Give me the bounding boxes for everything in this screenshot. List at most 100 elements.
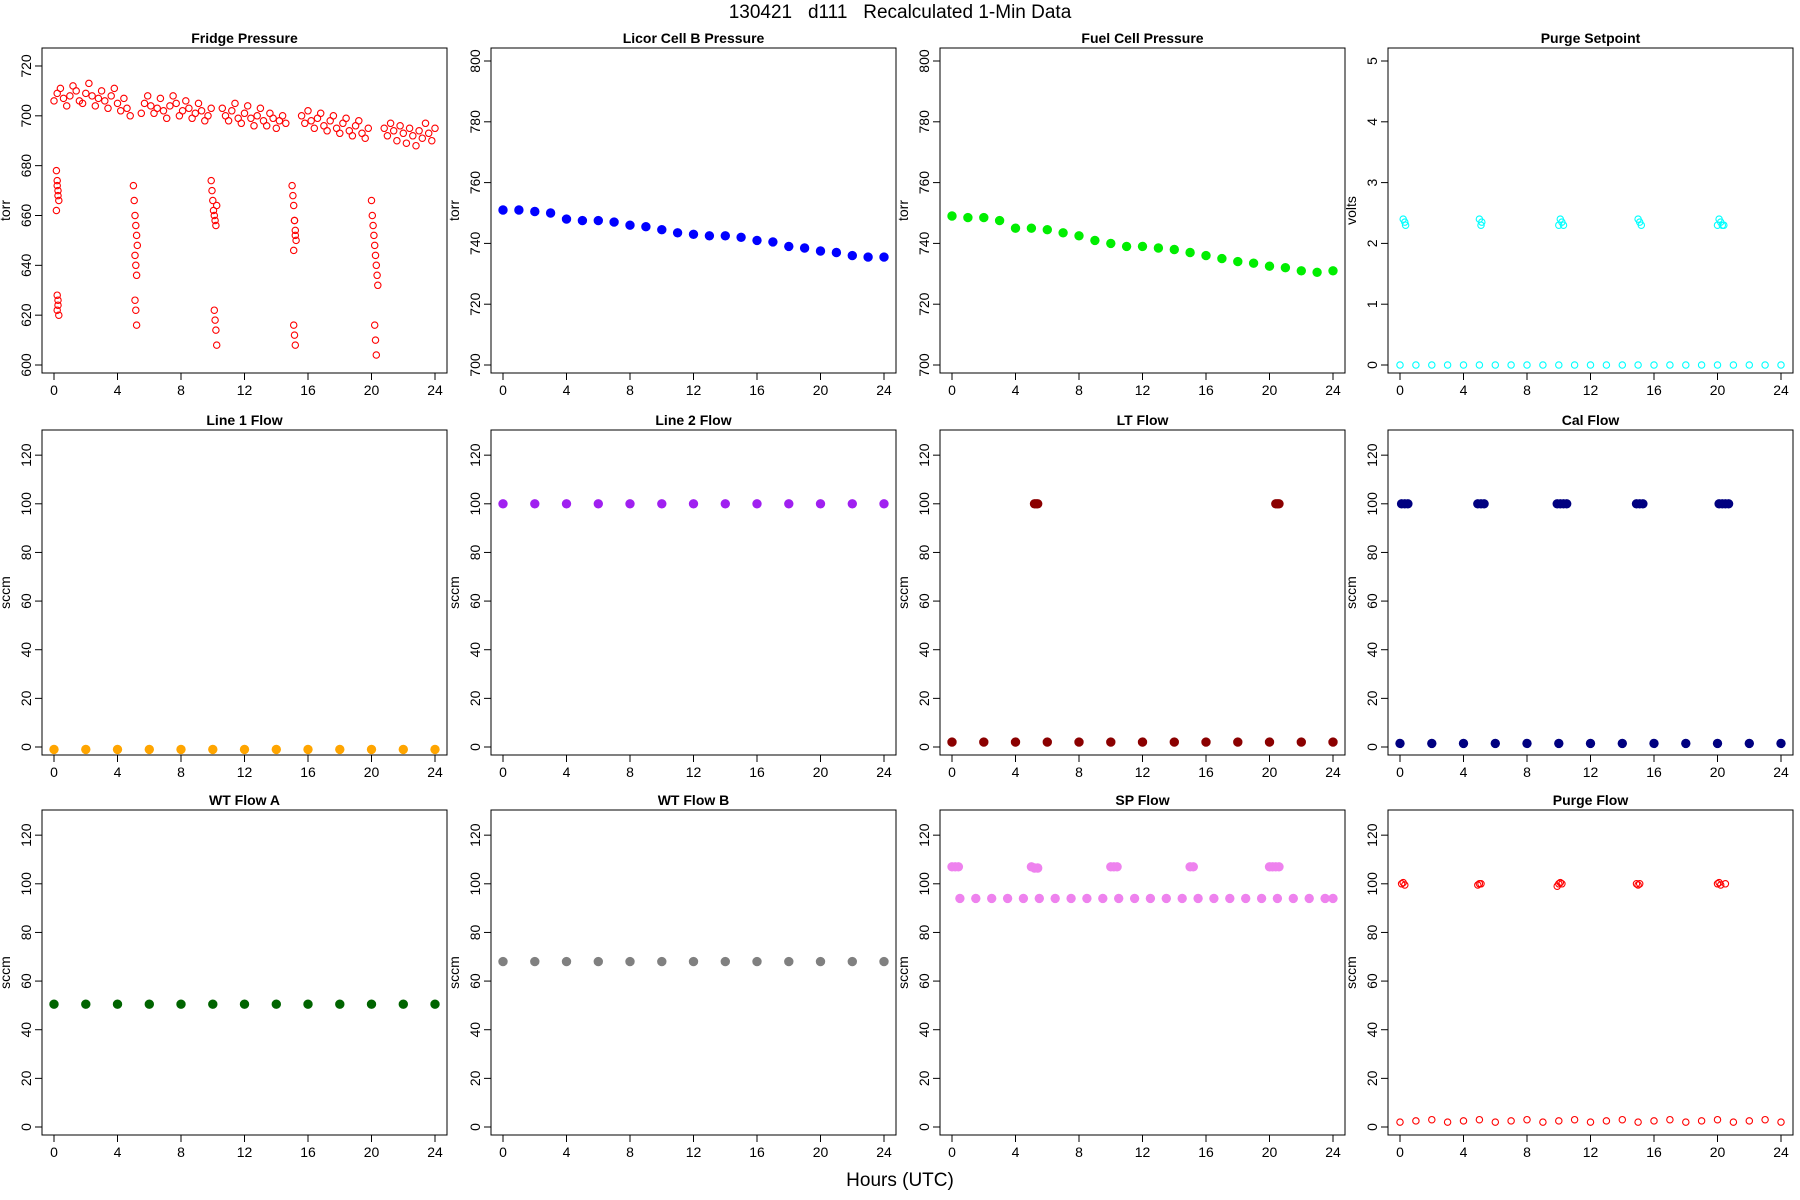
- data-point: [132, 261, 140, 270]
- data-point: [355, 117, 363, 125]
- data-point: [1617, 738, 1628, 749]
- y-axis-label: sccm: [0, 956, 13, 989]
- x-tick-label: 24: [1773, 764, 1789, 780]
- x-tick-label: 4: [1012, 764, 1020, 780]
- data-point: [166, 102, 174, 110]
- data-point: [971, 893, 981, 904]
- data-point: [430, 999, 440, 1009]
- data-point: [593, 499, 603, 509]
- data-point: [879, 499, 889, 509]
- panel: Fuel Cell Pressure 0 4 8 12 16 20 24 700 720 740 76…: [895, 30, 1346, 398]
- y-tick-label: 40: [467, 642, 483, 658]
- y-tick-label: 720: [18, 54, 34, 78]
- y-tick-label: 120: [18, 443, 34, 467]
- y-tick-label: 60: [18, 593, 34, 609]
- data-point: [371, 251, 380, 260]
- x-tick-label: 8: [626, 764, 634, 780]
- x-tick-label: 20: [1262, 382, 1278, 398]
- data-point: [1018, 893, 1029, 904]
- data-point: [1507, 361, 1515, 369]
- x-tick-label: 16: [749, 382, 765, 398]
- data-point: [955, 893, 965, 904]
- data-point: [82, 89, 90, 98]
- data-point: [131, 251, 139, 260]
- data-point: [421, 119, 430, 128]
- data-point: [1721, 880, 1730, 888]
- data-point: [1712, 738, 1723, 749]
- panel-title: Purge Setpoint: [1541, 30, 1641, 46]
- data-point: [1479, 499, 1489, 509]
- data-point: [1723, 499, 1734, 509]
- y-tick-label: 20: [18, 1070, 34, 1086]
- data-point: [185, 104, 193, 113]
- data-point: [545, 208, 556, 218]
- data-point: [55, 196, 63, 205]
- data-point: [373, 271, 381, 280]
- data-point: [953, 862, 964, 872]
- data-point: [1050, 893, 1060, 904]
- y-tick-label: 60: [1364, 593, 1380, 609]
- data-point: [1555, 880, 1563, 888]
- x-tick-label: 8: [177, 382, 185, 398]
- data-point: [1177, 893, 1187, 904]
- data-point: [1169, 737, 1180, 747]
- x-tick-label: 20: [364, 1144, 380, 1160]
- data-point: [348, 132, 357, 140]
- y-axis-label: sccm: [1343, 956, 1359, 989]
- y-tick-label: 640: [18, 253, 34, 277]
- y-tick-label: 80: [467, 544, 483, 560]
- data-points: [49, 744, 440, 755]
- data-point: [1666, 1115, 1674, 1124]
- data-point: [1507, 1117, 1515, 1125]
- y-tick-label: 80: [1364, 924, 1380, 940]
- data-point: [291, 341, 300, 349]
- data-point: [577, 215, 588, 226]
- data-point: [1649, 738, 1659, 749]
- data-point: [116, 107, 125, 115]
- y-tick-label: 20: [916, 1070, 932, 1086]
- data-point: [625, 220, 635, 230]
- y-tick-label: 0: [467, 743, 483, 751]
- x-tick-label: 24: [1773, 1144, 1789, 1160]
- y-tick-label: 760: [467, 171, 483, 195]
- data-point: [101, 97, 109, 105]
- data-point: [1010, 737, 1021, 747]
- x-tick-label: 12: [237, 1144, 253, 1160]
- data-point: [131, 296, 139, 304]
- data-point: [1201, 737, 1211, 747]
- x-tick-label: 12: [1135, 1144, 1151, 1160]
- plot-frame: [939, 809, 1346, 1136]
- data-point: [132, 321, 141, 329]
- x-tick-label: 16: [1198, 1144, 1214, 1160]
- x-tick-label: 8: [626, 1144, 634, 1160]
- y-tick-label: 100: [18, 492, 34, 516]
- data-points: [498, 205, 889, 262]
- data-point: [688, 229, 699, 240]
- data-point: [1121, 241, 1132, 252]
- data-point: [369, 221, 377, 230]
- data-point: [657, 499, 667, 509]
- data-point: [561, 214, 572, 224]
- x-tick-label: 4: [114, 764, 122, 780]
- data-point: [720, 499, 730, 509]
- data-point: [370, 321, 379, 329]
- data-point: [54, 191, 62, 200]
- y-tick-label: 20: [916, 690, 932, 706]
- data-point: [329, 112, 338, 120]
- data-point: [140, 99, 149, 108]
- x-tick-label: 8: [1075, 1144, 1083, 1160]
- data-point: [593, 215, 603, 226]
- data-point: [1066, 893, 1076, 904]
- x-tick-label: 0: [50, 382, 58, 398]
- data-point: [1491, 361, 1500, 369]
- data-point: [396, 122, 404, 130]
- data-point: [1396, 1118, 1404, 1126]
- data-point: [335, 999, 345, 1009]
- x-tick-label: 16: [300, 382, 316, 398]
- data-point: [81, 999, 91, 1009]
- data-point: [370, 241, 379, 250]
- y-tick-label: 700: [467, 353, 483, 377]
- data-point: [1153, 243, 1164, 253]
- data-point: [1713, 1115, 1722, 1124]
- data-point: [1477, 221, 1485, 229]
